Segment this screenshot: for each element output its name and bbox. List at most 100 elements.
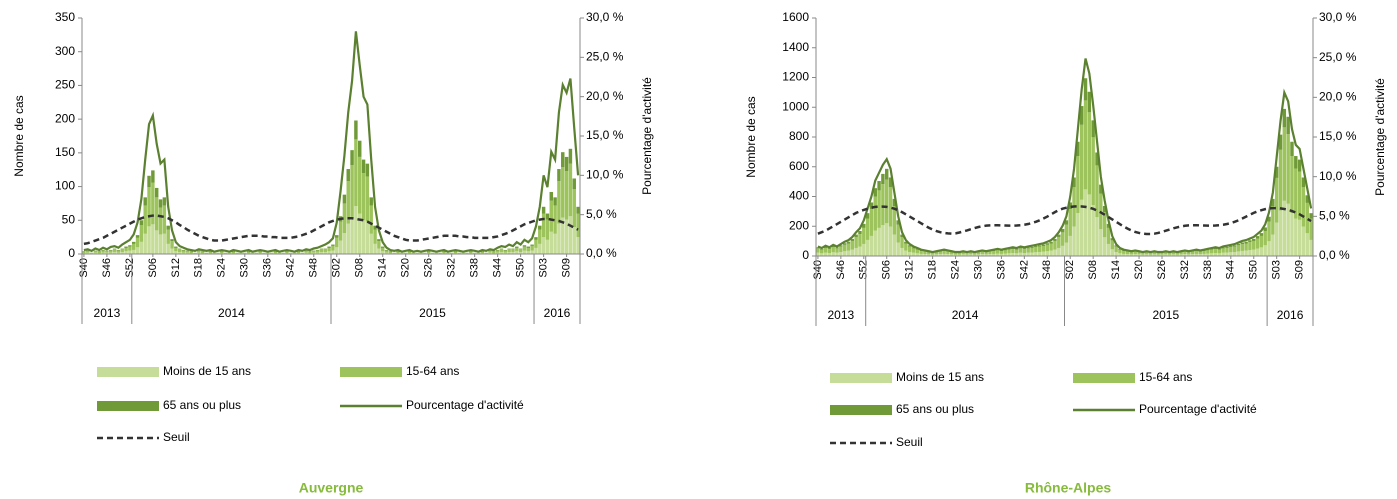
bar	[369, 205, 373, 234]
legend-label: Seuil	[896, 435, 923, 449]
bar	[1079, 106, 1084, 125]
bar	[1294, 156, 1298, 169]
bar	[1068, 235, 1072, 256]
bar	[1213, 248, 1218, 250]
bar	[1133, 251, 1137, 255]
bar	[426, 251, 431, 254]
bar	[1118, 249, 1122, 254]
bar	[499, 251, 504, 254]
bar	[1045, 251, 1050, 256]
bar	[1252, 238, 1256, 241]
bar	[304, 250, 308, 252]
bar	[1259, 233, 1264, 236]
y2-tick-label: 20,0 %	[586, 89, 624, 103]
bar	[842, 243, 847, 245]
bar	[139, 225, 144, 242]
bar	[292, 252, 297, 254]
bar	[1057, 234, 1061, 238]
bar	[530, 245, 534, 251]
bar	[331, 245, 335, 251]
bar	[331, 244, 335, 246]
legend-label: 15-64 ans	[1139, 370, 1192, 384]
bar	[154, 197, 159, 231]
bar	[1053, 249, 1057, 256]
y-tick-label: 50	[62, 212, 76, 226]
bar	[511, 248, 515, 250]
bar	[1007, 253, 1011, 256]
y2-tick-label: 25,0 %	[586, 50, 624, 64]
bar	[1122, 253, 1126, 256]
bar	[266, 252, 270, 254]
bar	[522, 246, 527, 251]
y-tick-label: 0	[802, 248, 809, 262]
bar	[346, 181, 350, 224]
bar	[850, 249, 855, 256]
bar	[988, 254, 992, 256]
bar	[1267, 216, 1271, 222]
bar	[995, 253, 1000, 256]
bar	[827, 249, 832, 254]
x-tick-label: S06	[881, 260, 893, 280]
bar	[1244, 243, 1248, 251]
bar	[354, 139, 358, 207]
bar	[189, 251, 193, 254]
bar	[972, 254, 977, 256]
bar	[151, 170, 155, 183]
activity-line	[817, 58, 1313, 254]
bar	[854, 234, 858, 238]
bar	[1110, 249, 1115, 256]
bar	[850, 240, 855, 250]
x-tick-label: S46	[835, 260, 847, 280]
bar	[1274, 177, 1279, 223]
bar	[1037, 251, 1042, 256]
bar	[170, 239, 174, 242]
bar	[1034, 247, 1038, 253]
bar	[877, 190, 881, 228]
bar	[557, 169, 561, 182]
y-tick-label: 250	[55, 78, 75, 92]
bar	[124, 246, 128, 248]
x-tick-label: S36	[262, 258, 274, 278]
y-tick-label: 350	[55, 10, 75, 24]
bar	[549, 231, 553, 254]
bar	[1076, 156, 1080, 214]
bar	[82, 251, 86, 254]
bar	[354, 206, 358, 254]
bar	[934, 254, 939, 256]
bar	[112, 249, 117, 252]
bar	[97, 251, 101, 252]
bar	[166, 243, 170, 254]
bar	[1190, 254, 1195, 256]
bar	[461, 252, 465, 254]
bar	[1190, 251, 1195, 255]
bar	[369, 197, 373, 206]
bar	[842, 244, 847, 252]
bar	[1072, 177, 1076, 188]
bar	[135, 247, 140, 254]
bar	[976, 252, 981, 255]
bar	[377, 241, 381, 249]
bar	[319, 248, 324, 250]
bar	[873, 230, 877, 256]
bar	[946, 254, 950, 256]
bar	[896, 220, 900, 225]
x-tick-label: S42	[1018, 260, 1030, 280]
bar	[541, 237, 546, 254]
bar	[93, 252, 98, 254]
x-tick-label: S40	[78, 258, 90, 278]
bar	[1144, 252, 1149, 255]
x-tick-label: S08	[1087, 260, 1099, 280]
bar	[907, 245, 912, 247]
bar	[1263, 245, 1267, 256]
bar	[289, 252, 293, 254]
bar	[1030, 247, 1034, 253]
bar	[1232, 245, 1237, 247]
bar	[1110, 238, 1115, 241]
bar	[545, 213, 550, 220]
bar	[185, 251, 190, 253]
bar	[930, 252, 935, 255]
legend-label: Pourcentage d'activité	[1139, 402, 1257, 416]
bar	[1213, 249, 1218, 254]
